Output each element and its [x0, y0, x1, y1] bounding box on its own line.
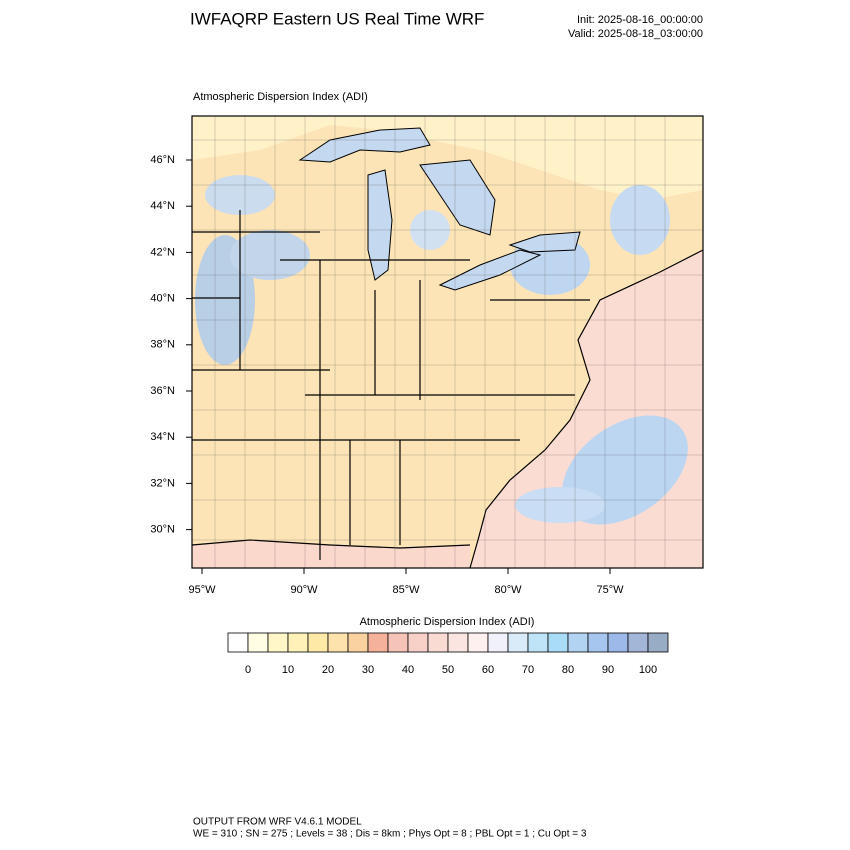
colorbar-box [547, 632, 569, 653]
colorbar-box [507, 632, 529, 653]
colorbar-tick-label: 10 [282, 664, 294, 676]
colorbar-box [267, 632, 289, 653]
colorbar-tick-label: 20 [322, 664, 334, 676]
colorbar-tick-label: 30 [362, 664, 374, 676]
colorbar: 0 10 20 30 40 50 60 70 80 90 100 [227, 632, 669, 676]
init-time: Init: 2025-08-16_00:00:00 [577, 14, 703, 26]
colorbar-box [307, 632, 329, 653]
colorbar-box [467, 632, 489, 653]
colorbar-box [447, 632, 469, 653]
longitude-label: 80°W [494, 584, 522, 596]
colorbar-box [327, 632, 349, 653]
latitude-label: 32°N [150, 477, 175, 489]
colorbar-tick-label: 50 [442, 664, 454, 676]
footer-line: WE = 310 ; SN = 275 ; Levels = 38 ; Dis … [193, 829, 587, 840]
colorbar-box [227, 632, 249, 653]
colorbar-box [607, 632, 629, 653]
colorbar-box [287, 632, 309, 653]
longitude-label: 95°W [188, 584, 216, 596]
latitude-label: 38°N [150, 339, 175, 351]
latitude-label: 46°N [150, 154, 175, 166]
latitude-label: 30°N [150, 524, 175, 536]
colorbar-title: Atmospheric Dispersion Index (ADI) [360, 616, 535, 628]
colorbar-box [387, 632, 409, 653]
valid-time: Valid: 2025-08-18_03:00:00 [568, 28, 703, 40]
longitude-label: 85°W [392, 584, 420, 596]
latitude-label: 34°N [150, 431, 175, 443]
colorbar-box [247, 632, 269, 653]
latitude-label: 42°N [150, 246, 175, 258]
colorbar-tick-label: 0 [245, 664, 251, 676]
latitude-labels: 46°N 44°N 42°N 40°N 38°N 36°N 34°N 32°N 30°N [150, 154, 192, 536]
colorbar-box [347, 632, 369, 653]
colorbar-box [487, 632, 509, 653]
colorbar-box [587, 632, 609, 653]
longitude-labels: 95°W 90°W 85°W 80°W 75°W [188, 568, 624, 596]
colorbar-box [647, 632, 669, 653]
latitude-label: 36°N [150, 385, 175, 397]
map [191, 115, 704, 569]
colorbar-box [627, 632, 649, 653]
colorbar-box [427, 632, 449, 653]
colorbar-tick-label: 80 [562, 664, 574, 676]
colorbar-box [567, 632, 589, 653]
title: IWFAQRP Eastern US Real Time WRF [190, 9, 484, 28]
colorbar-tick-label: 90 [602, 664, 614, 676]
map-title: Atmospheric Dispersion Index (ADI) [193, 91, 368, 103]
colorbar-box [527, 632, 549, 653]
colorbar-box [367, 632, 389, 653]
longitude-label: 75°W [596, 584, 624, 596]
latitude-label: 40°N [150, 293, 175, 305]
footer-line: OUTPUT FROM WRF V4.6.1 MODEL [193, 817, 362, 828]
colorbar-tick-label: 60 [482, 664, 494, 676]
colorbar-tick-label: 70 [522, 664, 534, 676]
colorbar-tick-label: 40 [402, 664, 414, 676]
colorbar-box [407, 632, 429, 653]
colorbar-tick-label: 100 [639, 664, 657, 676]
longitude-label: 90°W [290, 584, 318, 596]
latitude-label: 44°N [150, 200, 175, 212]
